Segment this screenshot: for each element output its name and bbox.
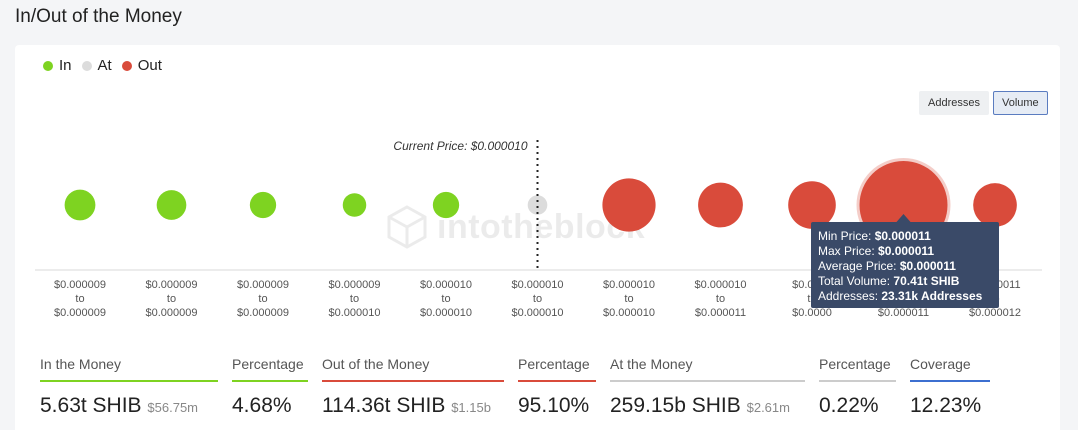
stat-value: 12.23% (910, 394, 982, 417)
stat-in-the-money: In the Money 5.63t SHIB $56.75m (40, 356, 218, 418)
current-price-label: Current Price: $0.000010 (393, 139, 527, 153)
stat-value: 4.68% (232, 394, 292, 417)
x-tick-label: $0.000010 (329, 307, 381, 319)
bubble-at[interactable] (527, 195, 548, 215)
stat-sub-value: $1.15b (451, 400, 491, 415)
tooltip-pointer (896, 214, 911, 222)
x-tick-label: $0.000010 (603, 279, 655, 291)
x-tick-label: $0.000010 (420, 307, 472, 319)
stat-value: 95.10% (518, 394, 590, 417)
x-tick-label: $0.000009 (237, 279, 289, 291)
x-tick-label: $0.0000 (792, 307, 832, 319)
x-tick-label: $0.000009 (54, 279, 106, 291)
stat-head: In the Money (40, 356, 218, 382)
legend-item-out[interactable]: Out (121, 57, 162, 74)
bubble-in[interactable] (64, 189, 96, 221)
bubble-in[interactable] (156, 190, 187, 220)
stat-head: Percentage (819, 356, 896, 382)
stat-value: 259.15b SHIB (610, 394, 741, 417)
tooltip-volume-value: 70.41t SHIB (893, 274, 960, 288)
tooltip-max-price-value: $0.000011 (878, 244, 935, 258)
tooltip-addresses-value: 23.31k Addresses (881, 289, 983, 303)
stat-head: Percentage (518, 356, 596, 382)
x-tick-label: $0.000010 (695, 279, 747, 291)
x-tick-label: $0.000009 (54, 307, 106, 319)
stat-sub-value: $2.61m (746, 400, 790, 415)
tooltip-avg-price-value: $0.000011 (899, 259, 956, 273)
bubble-in[interactable] (342, 193, 367, 217)
x-tick-label: $0.000012 (969, 307, 1021, 319)
stat-head: Out of the Money (322, 356, 504, 382)
x-tick-label: $0.000009 (237, 307, 289, 319)
stat-out-percentage: Percentage 95.10% (518, 356, 596, 418)
x-tick-label: to (167, 293, 176, 305)
tooltip-avg-price-label: Average Price: (818, 259, 897, 273)
x-tick-label: $0.000009 (146, 279, 198, 291)
legend-dot-at (81, 60, 92, 71)
legend-dot-out (121, 60, 132, 71)
legend: In At Out (43, 57, 162, 74)
x-tick-label: $0.000010 (420, 279, 472, 291)
bubble-tooltip: Min Price: $0.000011 Max Price: $0.00001… (811, 222, 999, 308)
legend-dot-in (43, 60, 53, 71)
x-tick-label: $0.000011 (695, 307, 746, 319)
x-tick-label: $0.000010 (512, 279, 564, 291)
stat-value: 5.63t SHIB (40, 394, 142, 417)
stat-value: 0.22% (819, 394, 879, 417)
bubble-out[interactable] (973, 183, 1017, 227)
tooltip-addresses-label: Addresses: (818, 289, 879, 303)
bubble-out[interactable] (788, 181, 836, 229)
legend-label-at: At (97, 57, 112, 74)
summary-stats: In the Money 5.63t SHIB $56.75m Percenta… (40, 356, 1004, 418)
stat-head: At the Money (610, 356, 805, 382)
legend-label-out: Out (137, 57, 162, 74)
stat-at-percentage: Percentage 0.22% (819, 356, 896, 418)
x-tick-label: $0.000010 (603, 307, 655, 319)
bubble-in[interactable] (249, 191, 277, 219)
x-tick-label: to (75, 293, 84, 305)
x-tick-label: to (533, 293, 542, 305)
legend-item-in[interactable]: In (43, 57, 72, 74)
tooltip-volume-label: Total Volume: (818, 274, 891, 288)
tooltip-max-price-label: Max Price: (818, 244, 875, 258)
stat-head: Percentage (232, 356, 308, 382)
tooltip-min-price-value: $0.000011 (874, 229, 931, 243)
x-tick-label: $0.000011 (878, 307, 929, 319)
tooltip-min-price-label: Min Price: (818, 229, 872, 243)
stat-in-percentage: Percentage 4.68% (232, 356, 308, 418)
volume-button[interactable]: Volume (992, 91, 1048, 115)
stat-value: 114.36t SHIB (322, 394, 446, 417)
stat-sub-value: $56.75m (147, 400, 198, 415)
x-tick-label: to (441, 293, 450, 305)
x-tick-label: to (350, 293, 359, 305)
page-title: In/Out of the Money (15, 6, 182, 27)
x-tick-label: to (716, 293, 725, 305)
bubble-in[interactable] (432, 191, 460, 219)
x-tick-label: to (624, 293, 633, 305)
stat-coverage: Coverage 12.23% (910, 356, 990, 418)
legend-label-in: In (59, 57, 72, 74)
metric-toggle: Addresses Volume (919, 91, 1048, 115)
stat-head: Coverage (910, 356, 990, 382)
addresses-button[interactable]: Addresses (919, 91, 989, 115)
x-tick-label: $0.000009 (329, 279, 381, 291)
stat-at-the-money: At the Money 259.15b SHIB $2.61m (610, 356, 805, 418)
x-tick-label: $0.000009 (146, 307, 198, 319)
bubble-out[interactable] (698, 182, 743, 228)
x-tick-label: $0.000010 (512, 307, 564, 319)
x-tick-label: to (258, 293, 267, 305)
watermark-logo-icon (387, 205, 427, 249)
stat-out-of-the-money: Out of the Money 114.36t SHIB $1.15b (322, 356, 504, 418)
legend-item-at[interactable]: At (81, 57, 112, 74)
bubble-out[interactable] (602, 178, 656, 232)
